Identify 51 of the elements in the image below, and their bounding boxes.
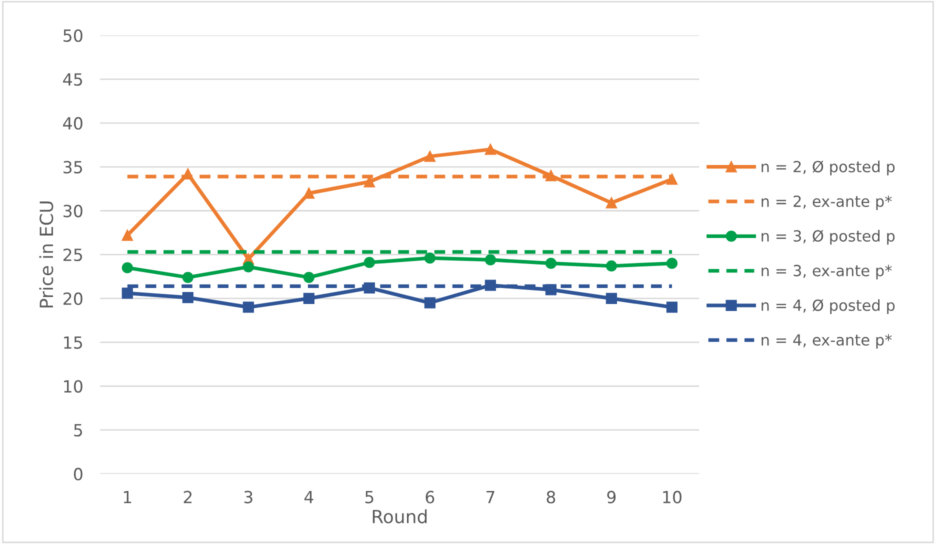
x-tick-label: 4	[304, 491, 314, 504]
x-tick-label: 1	[124, 491, 132, 504]
point	[424, 252, 436, 264]
y-axis-title: Price in ECU	[39, 202, 54, 308]
point	[424, 150, 436, 162]
x-tick-label: 6	[426, 490, 434, 504]
y-tick-label: 35	[64, 160, 82, 174]
x-tick-label: 10	[663, 490, 682, 504]
point	[484, 254, 496, 266]
point	[122, 230, 133, 241]
x-tick-label: 2	[184, 490, 192, 504]
point	[606, 260, 618, 272]
x-tick-label: 9	[607, 490, 616, 504]
legend-label: n = 2, ex-ante p*	[762, 195, 892, 210]
point	[242, 302, 254, 313]
point	[122, 288, 133, 299]
point	[303, 272, 314, 283]
y-tick-label: 20	[64, 292, 82, 306]
legend-label: n = 4, Ø posted p	[762, 299, 895, 314]
point	[606, 292, 618, 304]
point	[424, 297, 436, 308]
legend-label: n = 3, Ø posted p	[762, 230, 895, 245]
x-tick-label: 5	[365, 491, 374, 504]
x-tick-label: 8	[546, 490, 556, 504]
point	[666, 258, 678, 269]
y-tick-label: 45	[63, 73, 82, 86]
legend-label: n = 4, ex-ante p*	[762, 334, 892, 349]
point	[545, 258, 556, 269]
point	[182, 292, 194, 304]
y-tick-label: 30	[64, 204, 82, 218]
point	[666, 302, 678, 313]
point	[364, 256, 375, 268]
y-tick-label: 5	[74, 424, 82, 437]
point	[606, 197, 618, 208]
point	[182, 272, 194, 283]
x-tick-label: 7	[486, 491, 494, 504]
x-tick-label: 3	[244, 490, 252, 504]
y-tick-label: 0	[74, 468, 82, 480]
y-tick-label: 25	[64, 248, 82, 262]
x-axis-title: Round	[372, 509, 427, 524]
point	[242, 261, 254, 272]
y-tick-label: 40	[63, 117, 82, 130]
y-tick-label: 10	[64, 380, 82, 393]
point	[122, 262, 133, 274]
point	[303, 188, 314, 199]
y-tick-label: 15	[64, 336, 82, 349]
point	[303, 292, 314, 304]
legend-label: n = 3, ex-ante p*	[762, 264, 892, 280]
legend-label: n = 2, Ø posted p	[762, 160, 895, 176]
y-tick-label: 50	[64, 29, 82, 42]
point	[484, 144, 496, 155]
